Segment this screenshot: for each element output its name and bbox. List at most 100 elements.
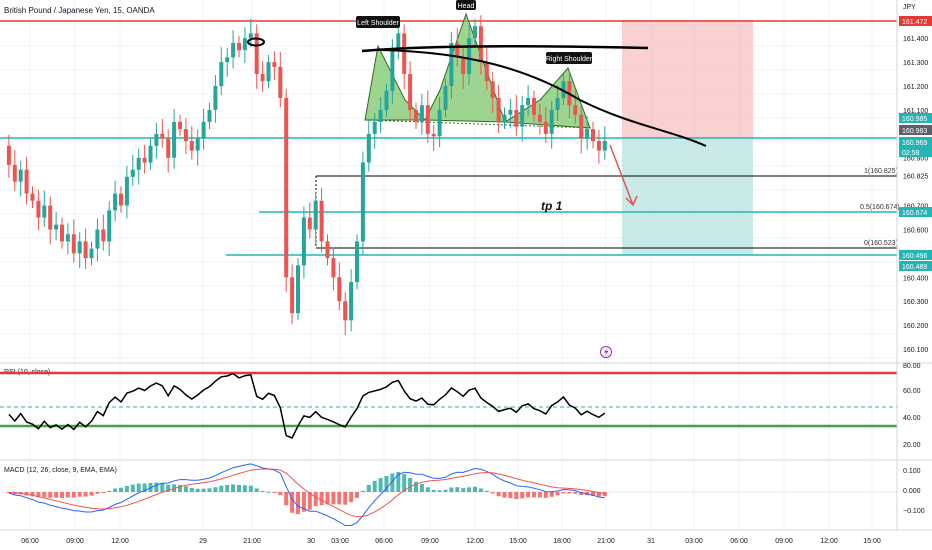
macd-bar [154,482,159,492]
fib-05-label: 0.5(160.674) [860,204,900,211]
candle-body [313,200,318,230]
price-tick: 160.300 [903,299,928,306]
rsi-tick: 40.00 [903,415,921,422]
candle-body [537,114,542,122]
macd-bar [213,487,218,492]
macd-bar [260,490,265,492]
macd-bar [555,492,560,496]
macd-bar [313,492,318,507]
price-badge-text: 160.496 [902,253,927,260]
macd-bar [579,492,584,496]
candle-body [178,121,182,130]
candle-body [372,121,377,134]
macd-bar [60,492,64,498]
candle-body [24,169,29,194]
macd-bar [449,487,454,492]
macd-bar [319,492,324,506]
candle-body [113,193,118,211]
macd-bar [537,492,542,498]
macd-bar [77,492,82,497]
tp-label: tp 1 [541,199,563,213]
symbol-title: British Pound / Japanese Yen, 15, OANDA [4,6,155,15]
price-badge [899,16,932,26]
currency-label: JPY [903,4,916,11]
candle-body [101,229,106,242]
macd-bar [496,492,501,497]
macd-bar [378,478,383,492]
candle-body [48,205,53,230]
macd-bar [284,492,289,506]
candle-body [195,138,200,151]
candle-body [136,157,141,170]
time-label: 21:00 [597,538,615,545]
macd-title: MACD (12, 26, close, 9, EMA, EMA) [4,467,117,474]
candle-body [496,97,501,122]
candle-body [349,282,354,321]
rsi-tick: 60.00 [903,388,921,395]
high-circle-drawing [247,37,265,47]
candle-body [12,164,17,182]
candle-body [290,277,295,314]
macd-bar [490,492,495,494]
macd-bar [36,492,41,498]
candle-body [455,42,460,58]
time-label: 12:00 [466,538,484,545]
macd-bar [189,487,194,492]
macd-bar [532,492,536,498]
take-profit-zone [622,139,753,255]
candle-body [461,57,466,75]
candle-body [54,224,59,230]
macd-bar [602,492,607,497]
macd-bar [360,490,365,492]
candle-body [119,193,123,206]
macd-bar [349,492,354,503]
candle-body [219,62,224,87]
macd-bar [331,492,336,505]
macd-bar [219,485,224,492]
candle-body [266,62,271,82]
candle-body [408,74,413,110]
macd-bar [526,492,531,498]
macd-bar [24,492,29,496]
time-axis: 06:00 09:00 12:00 29 21:00 30 03:00 06:00 09:00 1… [21,538,881,545]
candle-body [366,133,371,163]
candle-body [419,105,424,122]
candle-body [213,86,218,110]
macd-bar [473,486,477,492]
candle-body [384,90,389,110]
price-tick: 161.200 [903,84,928,91]
price-tick: 160.400 [903,275,928,282]
macd-bar [591,492,595,496]
macd-bar [201,488,206,492]
price-badge [899,147,932,157]
macd-bar [307,492,312,510]
candle-body [596,141,601,151]
signal-line [8,468,605,518]
candle-body [254,33,259,75]
candles-group [6,15,607,336]
macd-ticks: 0.100 0.000 −0.100 [903,468,925,515]
candle-body [71,234,76,254]
left-shoulder-shape [364,44,427,121]
time-label: 09:00 [775,538,793,545]
time-label: 15:00 [509,538,527,545]
candle-body [65,234,70,242]
candle-body [337,277,342,302]
macd-bar [419,484,424,492]
price-badge [899,125,932,135]
price-tick: 160.100 [903,347,928,354]
time-label: 21:00 [243,538,261,545]
candle-body [402,33,407,75]
macd-bar [573,492,578,494]
candle-body [579,114,584,139]
price-ticks: 161.400161.300161.200161.100160.900160.7… [903,36,928,354]
candle-body [443,86,448,110]
candle-body [77,241,82,254]
macd-bar [567,492,572,494]
candle-body [319,200,324,242]
macd-bar [549,492,554,497]
price-tick: 160.200 [903,323,928,330]
macd-bar [402,474,407,492]
candle-body [18,169,23,182]
